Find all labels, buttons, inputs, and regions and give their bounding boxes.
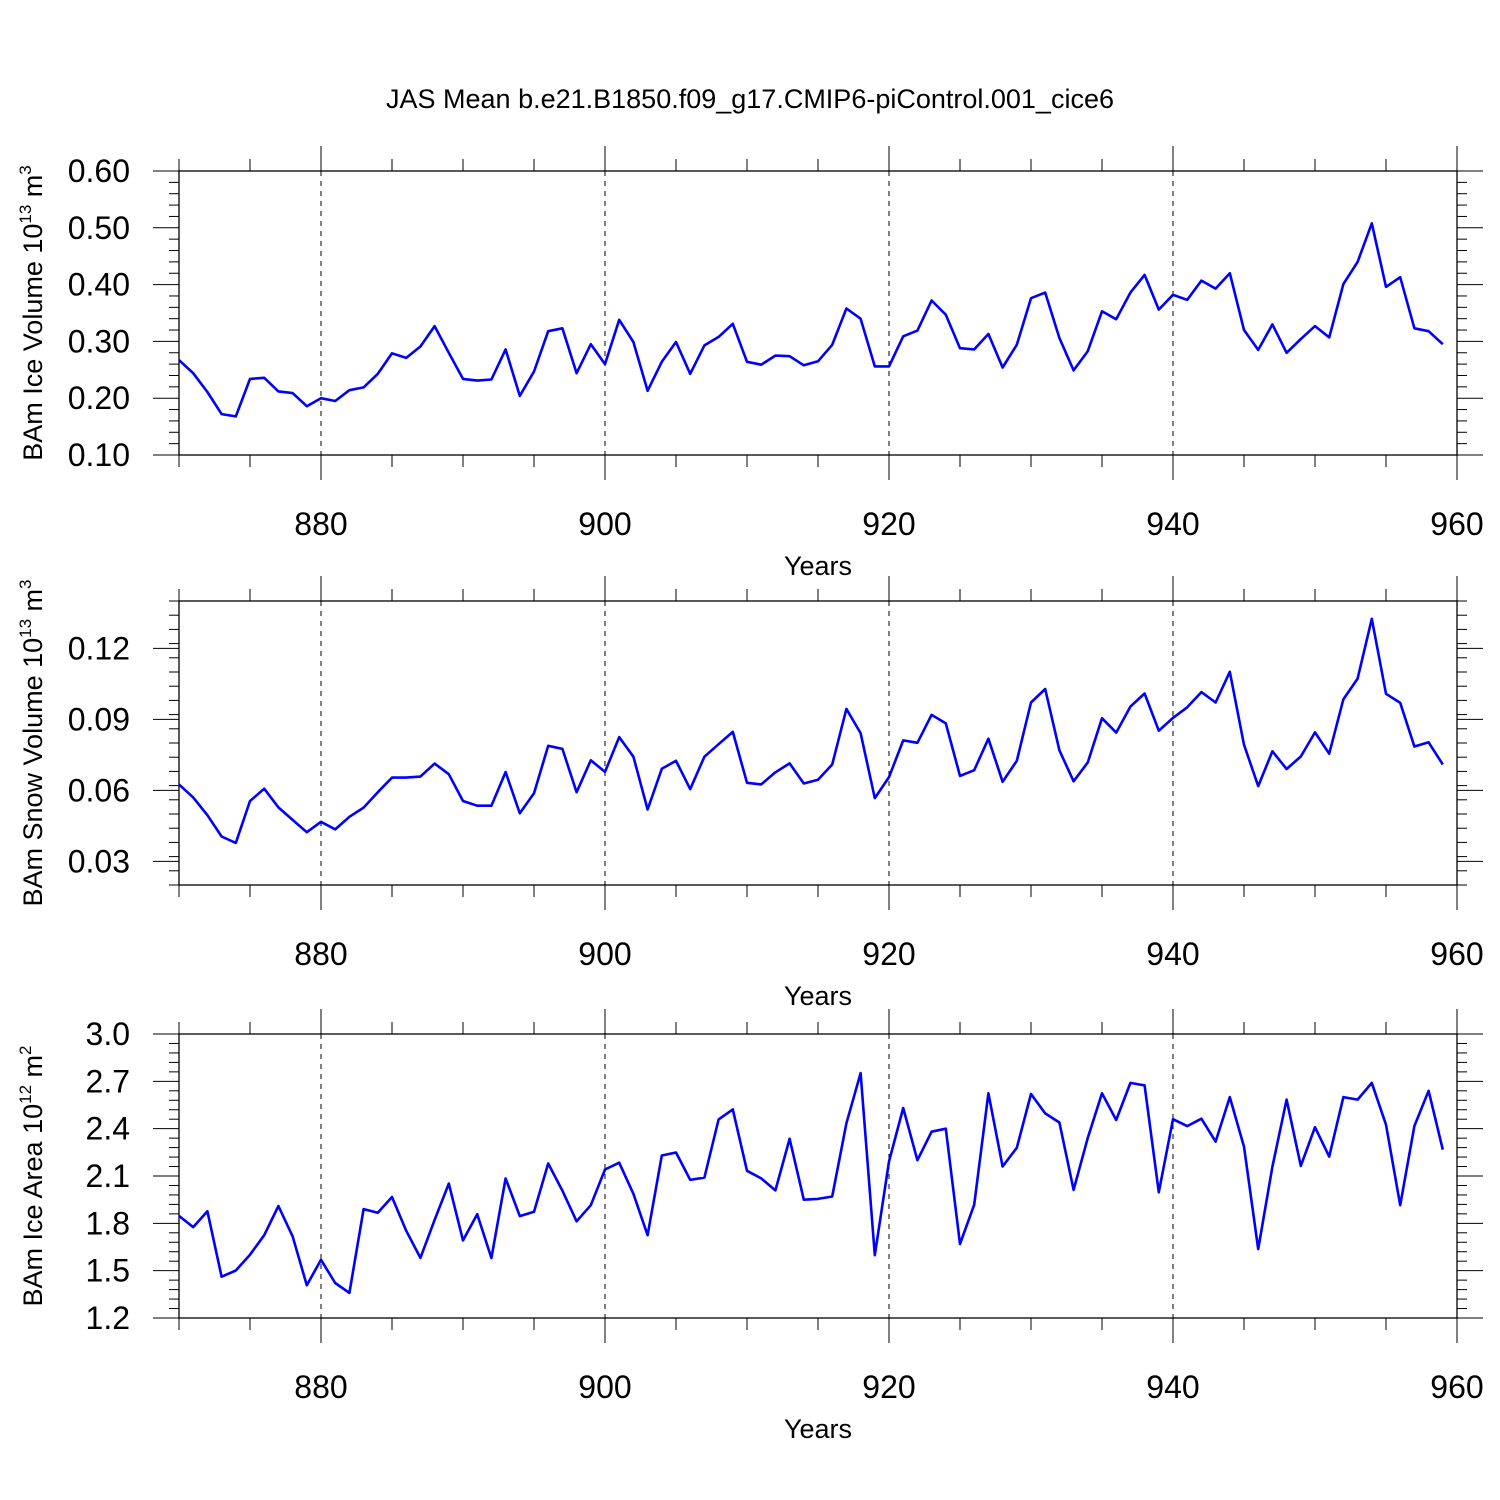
y-tick-label: 0.10	[68, 437, 130, 473]
y-tick-label: 0.20	[68, 380, 130, 416]
series-line	[178, 222, 1444, 418]
x-tick-label: 900	[578, 1369, 631, 1405]
x-tick-label: 900	[578, 506, 631, 542]
x-tick-label: 880	[294, 1369, 347, 1405]
y-tick-label: 0.12	[68, 630, 130, 666]
x-tick-label: 940	[1146, 506, 1199, 542]
y-axis-label: BAm Ice Volume 1013 m3	[16, 165, 48, 461]
y-axis-label: BAm Ice Area 1012 m2	[16, 1046, 48, 1307]
y-tick-label: 2.4	[86, 1111, 130, 1147]
x-tick-label: 880	[294, 506, 347, 542]
y-tick-label: 1.8	[86, 1205, 130, 1241]
y-tick-label: 0.50	[68, 210, 130, 246]
y-tick-label: 0.40	[68, 267, 130, 303]
figure-title: JAS Mean b.e21.B1850.f09_g17.CMIP6-piCon…	[386, 84, 1114, 114]
y-tick-label: 0.09	[68, 701, 130, 737]
x-tick-label: 960	[1430, 936, 1483, 972]
y-tick-label: 1.2	[86, 1300, 130, 1336]
plot-frame	[178, 600, 1458, 886]
panels: 880 900 920 940 960 0.10 0.20 0.30 0.40 0.50 0.60 Y…	[16, 146, 1484, 1444]
y-tick-label: 0.06	[68, 772, 130, 808]
x-axis-label: Years	[784, 551, 852, 581]
x-tick-label: 940	[1146, 1369, 1199, 1405]
x-tick-label: 960	[1430, 1369, 1483, 1405]
chart-panel-2: 880 900 920 940 960 0.03 0.06 0.09 0.12 Years BAm …	[16, 576, 1484, 1011]
chart-panel-3: 880 900 920 940 960 1.2 1.5 1.8 2.1 2.4 2.7 3.0 Year…	[16, 1009, 1484, 1444]
y-tick-label: 0.30	[68, 323, 130, 359]
x-tick-label: 960	[1430, 506, 1483, 542]
x-axis-label: Years	[784, 981, 852, 1011]
y-tick-label: 1.5	[86, 1253, 130, 1289]
y-tick-label: 2.1	[86, 1158, 130, 1194]
y-tick-label: 3.0	[86, 1016, 130, 1052]
y-tick-label: 0.03	[68, 843, 130, 879]
y-tick-label: 0.60	[68, 153, 130, 189]
plot-frame	[178, 1033, 1458, 1319]
y-tick-label: 2.7	[86, 1063, 130, 1099]
x-tick-label: 880	[294, 936, 347, 972]
x-tick-label: 920	[862, 1369, 915, 1405]
x-tick-label: 940	[1146, 936, 1199, 972]
x-tick-label: 900	[578, 936, 631, 972]
chart-panel-1: 880 900 920 940 960 0.10 0.20 0.30 0.40 0.50 0.60 Y…	[16, 146, 1484, 581]
series-line	[178, 617, 1444, 845]
x-tick-label: 920	[862, 506, 915, 542]
series-line	[178, 1071, 1445, 1295]
x-axis-label: Years	[784, 1414, 852, 1444]
plot-frame	[178, 170, 1458, 456]
x-tick-label: 920	[862, 936, 915, 972]
y-axis-label: BAm Snow Volume 1013 m3	[16, 579, 48, 906]
